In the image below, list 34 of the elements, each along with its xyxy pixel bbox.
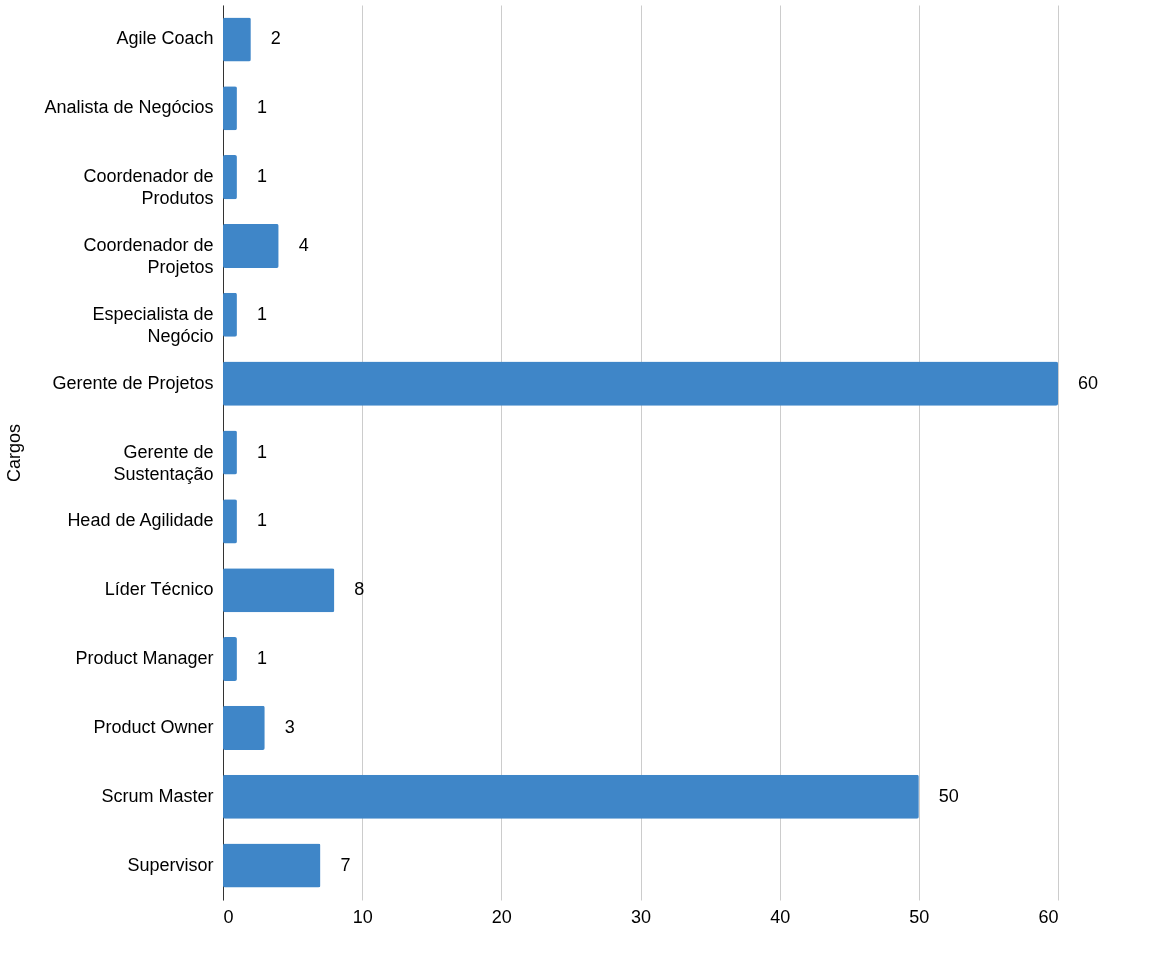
x-tick-label: 10 [352, 906, 373, 927]
x-tick-label: 40 [770, 906, 791, 927]
data-label: 2 [270, 28, 281, 49]
y-tick-label: Especialista de Negócio [92, 303, 214, 346]
y-tick-label: Head de Agilidade [67, 510, 214, 531]
y-tick-label: Product Owner [93, 716, 214, 737]
y-tick-label: Gerente de Sustentação [113, 441, 214, 484]
data-label: 50 [938, 785, 959, 806]
y-tick-label: Analista de Negócios [44, 97, 214, 118]
data-label: 1 [256, 303, 267, 324]
data-label: 3 [284, 716, 295, 737]
x-tick-label: 30 [630, 906, 652, 927]
y-tick-label: Coordenador de Produtos [83, 166, 214, 209]
data-label: 8 [354, 579, 365, 600]
y-tick-label: Supervisor [127, 854, 214, 875]
x-tick-label: 60 [1038, 906, 1059, 927]
y-tick-label: Coordenador de Projetos [83, 234, 214, 277]
data-label: 1 [256, 648, 267, 669]
data-label: 1 [256, 97, 267, 118]
data-label: 1 [256, 166, 267, 187]
y-tick-label: Product Manager [75, 648, 214, 669]
data-label: 4 [298, 234, 309, 255]
data-label: 1 [256, 441, 267, 462]
y-tick-label: Líder Técnico [104, 579, 214, 600]
y-axis-title: Cargos [4, 423, 25, 483]
y-tick-label: Agile Coach [116, 28, 214, 49]
data-label: 1 [256, 510, 267, 531]
x-tick-label: 50 [909, 906, 930, 927]
y-tick-label: Scrum Master [101, 785, 214, 806]
y-tick-label: Gerente de Projetos [52, 372, 214, 393]
data-label: 60 [1078, 372, 1099, 393]
x-tick-label: 0 [223, 906, 234, 927]
data-label: 7 [340, 854, 351, 875]
x-tick-label: 20 [491, 906, 512, 927]
